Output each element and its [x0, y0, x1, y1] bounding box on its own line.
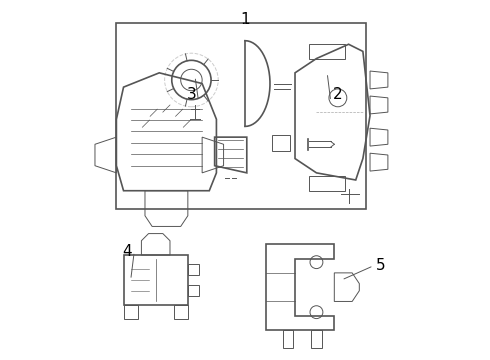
- Text: 4: 4: [122, 244, 132, 259]
- Text: 1: 1: [240, 12, 250, 27]
- Text: 2: 2: [333, 87, 343, 102]
- Text: 5: 5: [376, 258, 386, 273]
- Text: 3: 3: [187, 87, 196, 102]
